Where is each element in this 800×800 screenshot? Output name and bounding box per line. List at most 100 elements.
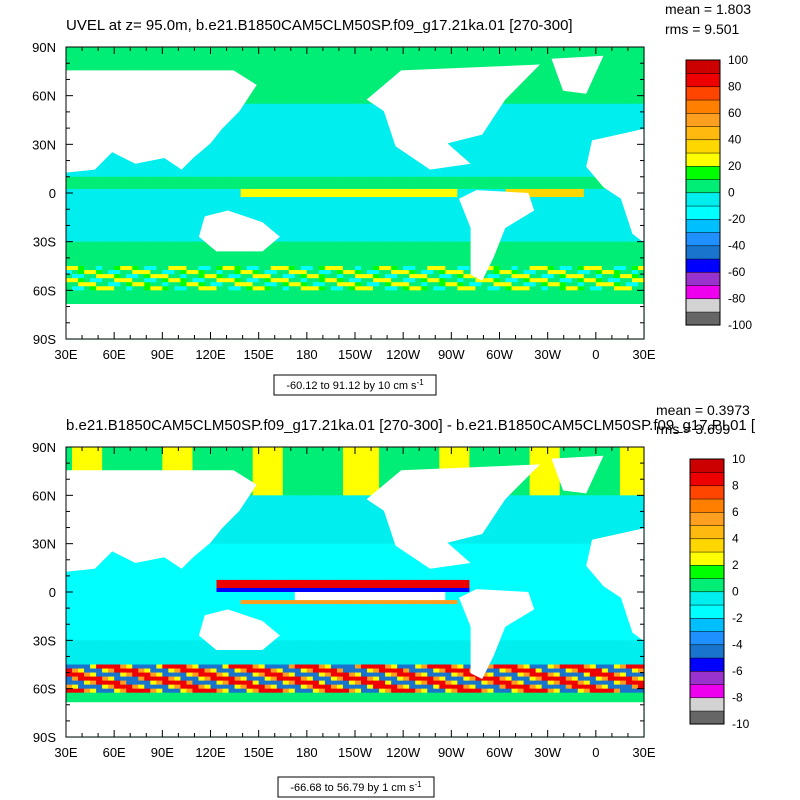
field-cell	[246, 111, 254, 117]
field-cell	[589, 87, 597, 93]
field-cell	[294, 201, 302, 206]
field-cell	[348, 188, 356, 194]
field-cell	[367, 115, 374, 121]
field-cell	[493, 51, 501, 56]
field-cell	[481, 55, 489, 60]
field-cell	[355, 225, 362, 231]
field-cell	[541, 221, 549, 227]
field-cell	[336, 172, 344, 178]
field-cell	[330, 128, 338, 133]
field-cell	[379, 132, 386, 137]
field-cell	[270, 55, 278, 60]
field-cell	[595, 63, 603, 68]
field-cell	[180, 176, 188, 182]
field-cell	[66, 201, 73, 206]
field-cell	[445, 184, 452, 190]
field-cell	[385, 193, 392, 198]
field-cell	[228, 51, 236, 56]
field-cell	[258, 209, 266, 214]
field-cell	[108, 59, 115, 64]
field-cell	[445, 172, 452, 178]
field-cell	[210, 193, 218, 198]
field-cell	[451, 209, 458, 214]
field-cell	[114, 225, 121, 231]
field-cell	[445, 201, 452, 206]
field-cell	[204, 63, 212, 68]
field-cell	[415, 205, 422, 210]
field-cell	[66, 221, 73, 227]
field-cell	[204, 156, 212, 162]
field-cell	[499, 120, 507, 125]
field-cell	[300, 136, 308, 141]
field-cell	[469, 180, 477, 186]
field-cell	[312, 209, 320, 214]
field-cell	[487, 55, 495, 60]
field-cell	[613, 95, 621, 101]
field-cell	[481, 47, 489, 52]
field-cell	[78, 172, 85, 178]
field-cell	[547, 75, 555, 81]
field-cell	[276, 249, 284, 255]
field-cell	[156, 160, 163, 166]
field-cell	[517, 55, 525, 60]
field-cell	[192, 160, 200, 166]
field-cell	[607, 87, 615, 93]
field-cell	[373, 176, 380, 182]
field-cell	[523, 128, 531, 133]
field-cell	[583, 95, 591, 101]
field-cell	[355, 160, 362, 166]
field-cell	[306, 107, 314, 113]
field-cell	[78, 51, 85, 56]
field-cell	[499, 111, 507, 117]
field-cell	[511, 63, 519, 68]
field-cell	[150, 67, 157, 72]
field-cell	[595, 180, 603, 186]
field-cell	[312, 59, 320, 64]
field-cell	[312, 111, 320, 117]
field-cell	[451, 197, 458, 202]
field-cell	[403, 213, 410, 218]
field-cell	[415, 209, 422, 214]
field-cell	[451, 213, 458, 218]
field-cell	[282, 59, 290, 64]
field-cell	[577, 184, 585, 190]
field-cell	[559, 176, 567, 182]
field-cell	[523, 233, 531, 239]
field-cell	[90, 241, 97, 247]
field-cell	[619, 75, 627, 81]
field-cell	[300, 120, 308, 125]
field-cell	[607, 193, 615, 198]
field-cell	[150, 59, 157, 64]
field-cell	[481, 176, 489, 182]
field-cell	[571, 176, 579, 182]
field-cell	[144, 241, 151, 247]
field-cell	[276, 124, 284, 129]
field-cell	[355, 87, 362, 93]
field-cell	[114, 47, 121, 52]
field-cell	[108, 245, 115, 251]
field-cell	[373, 241, 380, 247]
field-cell	[565, 128, 573, 133]
field-cell	[523, 79, 531, 85]
field-cell	[577, 168, 585, 174]
field-cell	[132, 221, 139, 227]
field-cell	[379, 237, 386, 243]
field-cell	[108, 237, 115, 243]
field-cell	[144, 63, 151, 68]
field-cell	[300, 71, 308, 76]
field-cell	[373, 107, 380, 113]
field-cell	[367, 47, 374, 52]
field-cell	[162, 59, 169, 64]
field-cell	[324, 91, 332, 97]
field-cell	[391, 201, 398, 206]
field-cell	[318, 193, 326, 198]
field-cell	[511, 233, 519, 239]
field-cell	[252, 132, 260, 137]
field-cell	[367, 140, 374, 145]
field-cell	[96, 229, 103, 235]
field-cell	[294, 144, 302, 149]
field-cell	[276, 197, 284, 202]
field-cell	[523, 136, 531, 141]
field-cell	[198, 188, 206, 194]
field-cell	[391, 221, 398, 227]
